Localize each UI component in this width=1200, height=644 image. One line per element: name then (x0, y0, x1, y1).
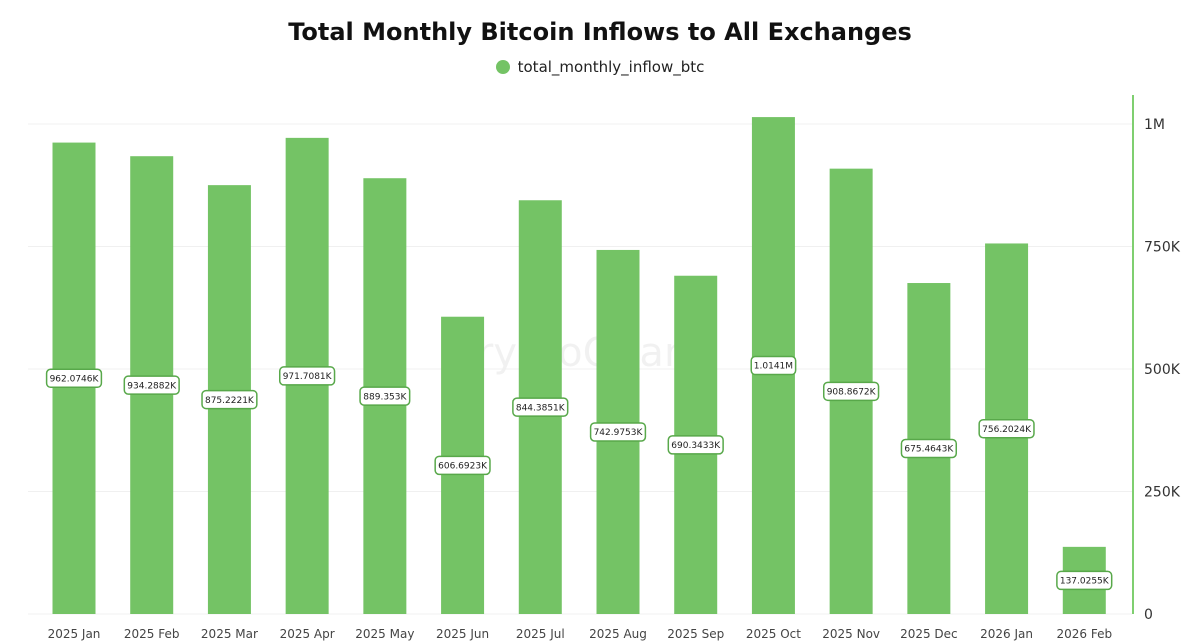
x-tick-label: 2025 Jun (436, 627, 489, 641)
watermark: CryptoQuant (449, 330, 705, 376)
data-label: 742.9753K (589, 422, 647, 442)
data-label: 908.8672K (822, 381, 880, 402)
data-label-box (667, 435, 724, 455)
x-tick-label: 2025 Mar (201, 627, 258, 641)
data-label-text: 875.2221K (205, 396, 255, 406)
data-label-text: 889.353K (363, 392, 407, 402)
data-label-text: 137.0255K (1060, 577, 1110, 587)
legend-swatch (495, 60, 510, 74)
y-tick-label: 250K (1144, 485, 1181, 501)
data-label: 675.4643K (900, 438, 958, 459)
x-tick-label: 2025 May (355, 627, 414, 641)
x-tick-label: 2025 Feb (124, 627, 180, 641)
data-label-text: 908.8672K (827, 388, 877, 398)
x-axis: 2025 Jan 2025 Feb 2025 Mar 2025 Apr 2025 May… (48, 627, 1113, 641)
data-label-box (201, 389, 258, 410)
y-tick-label: 750K (1144, 240, 1181, 256)
data-label: 606.6923K (434, 455, 491, 476)
data-label-box (45, 368, 103, 389)
grid (28, 123, 1132, 615)
x-tick-label: 2026 Jan (980, 627, 1033, 641)
data-label-text: 606.6923K (438, 462, 488, 472)
y-axis: 0 250K 500K 750K 1M (1132, 95, 1181, 623)
data-label-box (900, 438, 958, 459)
data-label-box (1056, 570, 1113, 591)
x-tick-label: 2025 Sep (667, 627, 724, 641)
x-tick-label: 2025 Jan (48, 627, 101, 641)
x-tick-label: 2025 Apr (280, 627, 335, 641)
data-label-text: 690.3433K (671, 441, 721, 451)
legend[interactable]: total_monthly_inflow_btc (0, 58, 1200, 76)
data-label-text: 1.0141M (754, 362, 793, 372)
data-label-box (589, 422, 647, 442)
data-label-box (822, 381, 880, 402)
data-label-box (359, 386, 411, 406)
data-label: 962.0746K (45, 368, 103, 389)
data-label-text: 742.9753K (594, 428, 644, 438)
x-tick-label: 2025 Aug (589, 627, 647, 641)
y-tick-label: 0 (1144, 607, 1153, 623)
data-label-text: 971.7081K (283, 372, 333, 382)
chart-title: Total Monthly Bitcoin Inflows to All Exc… (288, 18, 912, 46)
data-label: 844.3851K (512, 397, 569, 417)
y-tick-label: 1M (1144, 117, 1165, 133)
x-tick-label: 2025 Dec (900, 627, 958, 641)
data-label-text: 756.2024K (982, 425, 1032, 435)
data-label-text: 675.4643K (904, 445, 954, 455)
data-label: 971.7081K (278, 366, 336, 386)
data-label-box (434, 455, 491, 476)
data-label: 889.353K (359, 386, 411, 406)
data-label-text: 962.0746K (50, 374, 100, 384)
y-tick-label: 500K (1144, 362, 1181, 378)
data-label-text: 934.2882K (127, 381, 177, 391)
data-label-box (512, 397, 569, 417)
data-label: 1.0141M (750, 355, 797, 376)
legend-label: total_monthly_inflow_btc (517, 58, 705, 76)
x-tick-label: 2025 Jul (516, 627, 565, 641)
x-tick-label: 2025 Oct (746, 627, 801, 641)
data-label-text: 844.3851K (516, 403, 566, 413)
data-label: 934.2882K (123, 375, 180, 395)
data-label-box (750, 355, 797, 376)
data-label: 137.0255K (1056, 570, 1113, 591)
data-label-box (123, 375, 180, 395)
data-label: 875.2221K (201, 389, 258, 410)
x-tick-label: 2025 Nov (822, 627, 880, 641)
data-label-box (978, 418, 1035, 439)
data-label-box (278, 366, 336, 386)
data-labels: 962.0746K 934.2882K 875.2221K 971.7081K 889.… (45, 355, 1113, 591)
data-label: 690.3433K (667, 435, 724, 455)
data-label: 756.2024K (978, 418, 1035, 439)
x-tick-label: 2026 Feb (1056, 627, 1112, 641)
